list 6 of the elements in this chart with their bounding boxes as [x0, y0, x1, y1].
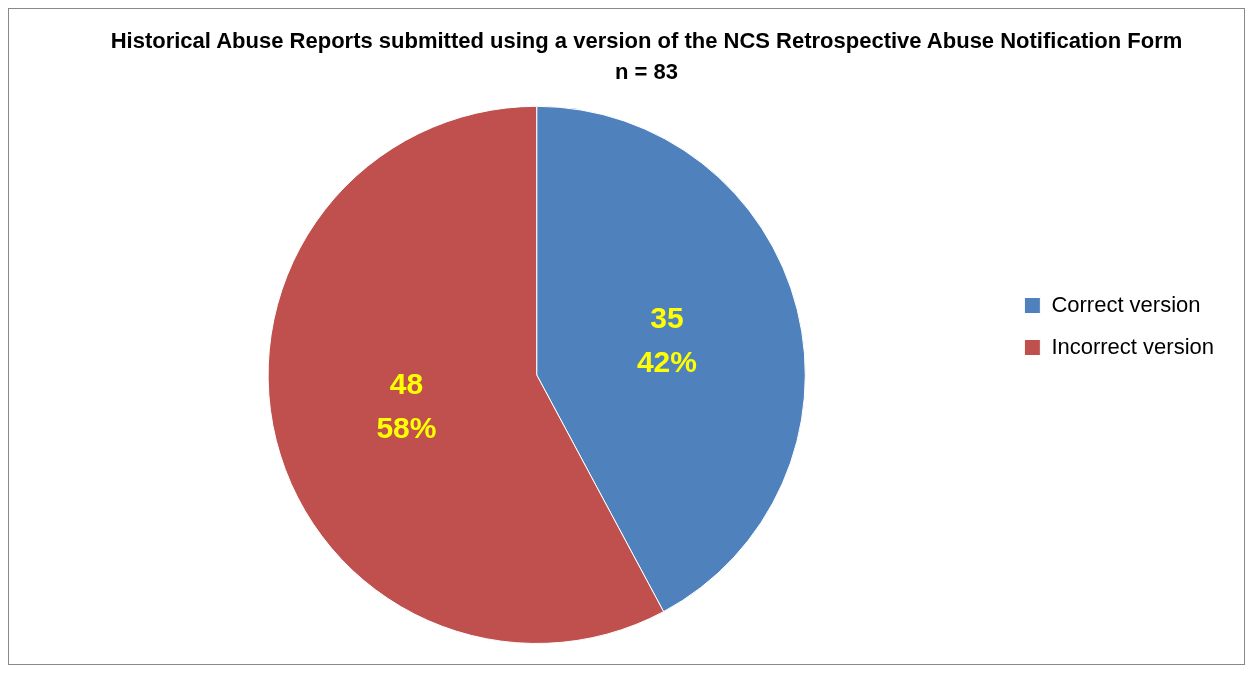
chart-title: Historical Abuse Reports submitted using a version of the NCS Retrospective Abuse Notification Form — [110, 28, 1183, 54]
legend-label: Incorrect version — [1051, 333, 1215, 359]
data-label: 35 42% — [636, 301, 697, 379]
legend-label: Correct version — [1051, 291, 1201, 317]
data-label: 48 58% — [376, 366, 437, 444]
chart-subtitle: n = 83 — [615, 58, 678, 84]
